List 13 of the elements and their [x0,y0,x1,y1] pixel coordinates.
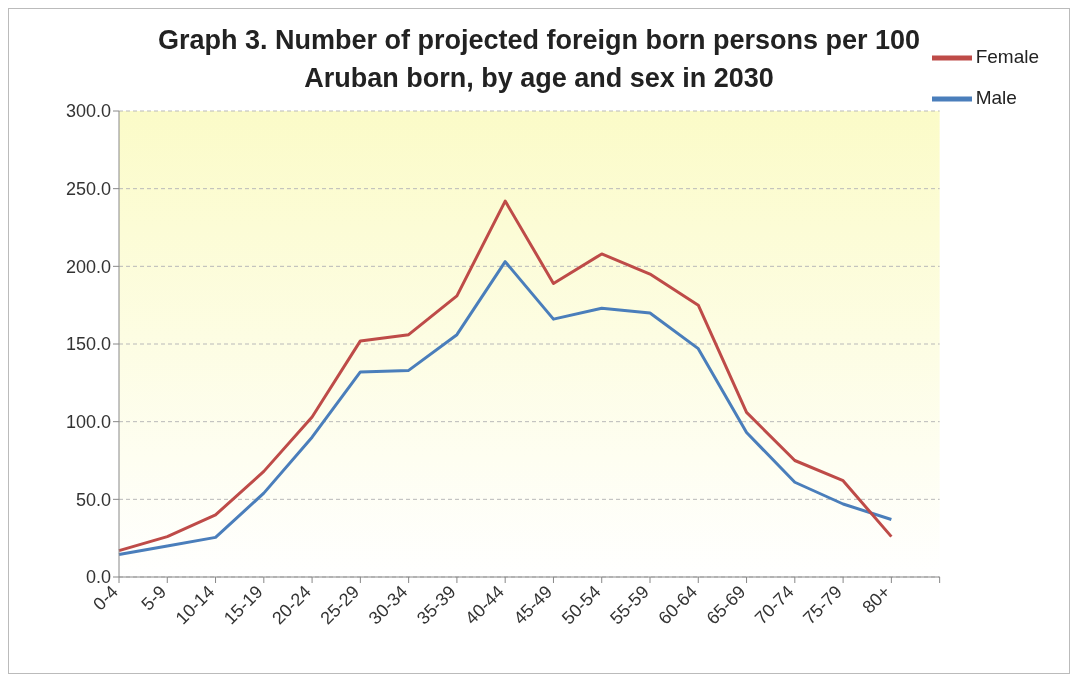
x-tick-label: 80+ [858,581,895,618]
legend-label: Female [975,46,1039,67]
y-tick-label: 200.0 [65,256,111,277]
y-tick-label: 50.0 [75,489,111,510]
y-tick-label: 150.0 [65,334,111,355]
y-tick-label: 100.0 [65,412,111,433]
x-tick-label: 5-9 [137,581,171,615]
line-series [117,260,893,556]
chart-title: Graph 3. Number of projected foreign born persons per 100 Aruban born, by age and sex in 2030 [157,25,921,93]
legend-label: Male [975,86,1017,108]
y-tick-label: 250.0 [65,179,111,200]
line-series [117,199,893,553]
y-tick-label: 300.0 [65,101,111,122]
